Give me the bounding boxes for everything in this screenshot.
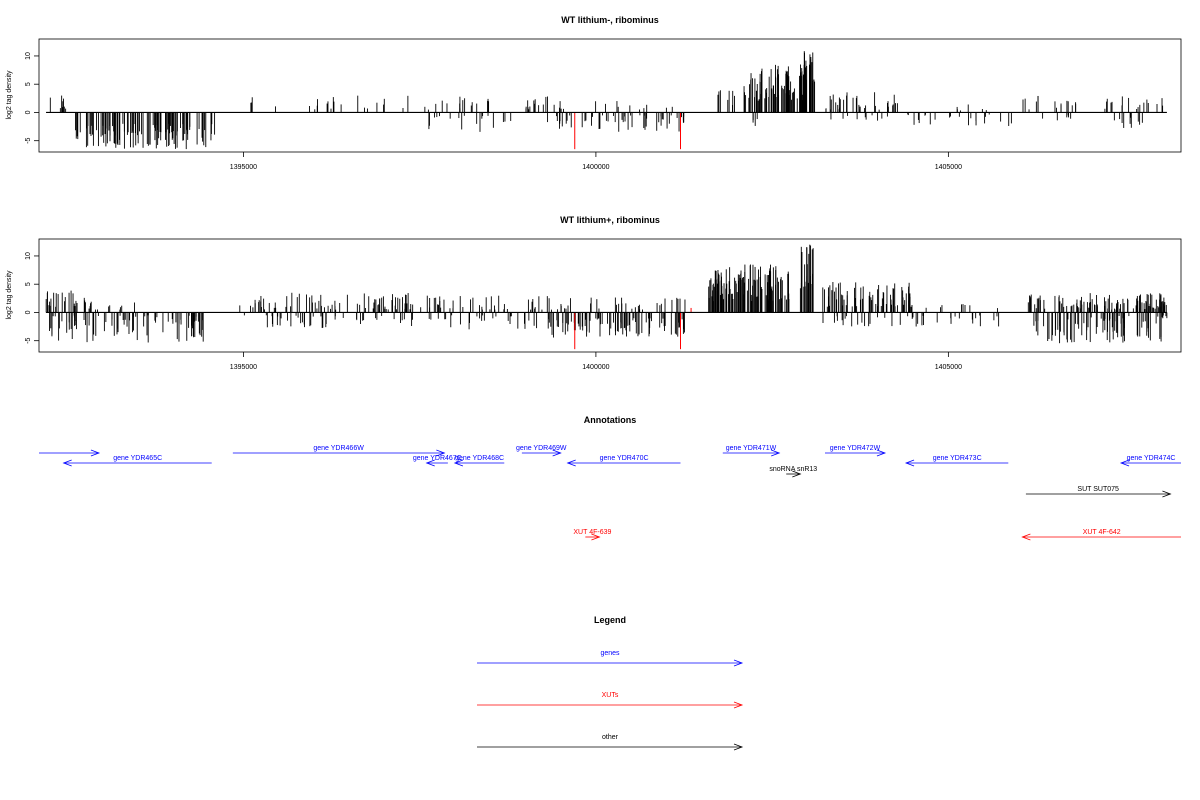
feature-label: gene YDR473C — [933, 455, 982, 462]
x-tick-label: 1400000 — [582, 164, 609, 171]
arrow-head — [771, 449, 781, 457]
legend: Legend genes XUTs other — [477, 615, 744, 751]
arrow-head — [1021, 533, 1031, 541]
feature-gene: gene YDR471W — [722, 445, 781, 457]
arrow-head — [552, 449, 562, 457]
arrow-head — [904, 459, 915, 467]
feature-label: gene YDR466W — [313, 445, 364, 452]
x-axis-ticks: 1395000 1400000 1405000 — [230, 352, 962, 371]
arrow-head — [591, 533, 601, 541]
feature-gene: gene YDR467C — [413, 455, 462, 467]
feature-gene: gene YDR472W — [825, 445, 887, 457]
y-axis-label: log2 tag density — [6, 70, 13, 120]
arrow-head — [733, 701, 744, 709]
arrow-head — [733, 659, 744, 667]
feature-gene — [39, 449, 101, 457]
arrow-head — [90, 449, 101, 457]
x-tick-label: 1405000 — [935, 164, 962, 171]
feature-gene: gene YDR474C — [1119, 455, 1181, 467]
arrow-head — [62, 459, 72, 467]
y-tick-label: 5 — [25, 82, 32, 86]
x-tick-label: 1405000 — [935, 364, 962, 371]
arrow-head — [1119, 459, 1130, 467]
feature-other: SUT SUT075 — [1025, 486, 1172, 498]
arrow-head — [792, 470, 802, 478]
y-tick-label: 0 — [25, 310, 32, 314]
feature-label: gene YDR465C — [113, 455, 162, 462]
annotations-track: Annotations gene YDR465C gene YDR466W gene… — [39, 415, 1181, 541]
x-tick-label: 1395000 — [230, 364, 257, 371]
feature-label: XUT 4F-642 — [1083, 529, 1121, 536]
feature-label: gene YDR468C — [455, 455, 504, 462]
y-tick-label: 5 — [25, 282, 32, 286]
feature-label: gene YDR469W — [516, 445, 567, 452]
annotations-title: Annotations — [584, 415, 637, 425]
arrow-head — [1162, 490, 1172, 498]
legend-label: genes — [600, 650, 620, 657]
feature-gene: gene YDR468C — [453, 455, 505, 467]
coverage-bars — [45, 244, 1168, 350]
feature-label: gene YDR472W — [830, 445, 881, 452]
feature-label: gene YDR467C — [413, 455, 462, 462]
feature-label: gene YDR470C — [600, 455, 649, 462]
feature-label: SUT SUT075 — [1077, 486, 1119, 493]
coverage-panel-lithium-plus: WT lithium+, ribominus log2 tag density … — [6, 215, 1182, 371]
plot-frame — [38, 38, 1182, 153]
feature-label: snoRNA snR13 — [769, 466, 817, 473]
y-tick-label: -5 — [25, 137, 32, 143]
feature-gene: gene YDR466W — [232, 445, 446, 457]
y-axis-ticks: -5 0 5 10 — [25, 52, 39, 144]
legend-title: Legend — [594, 615, 626, 625]
coverage-panel-lithium-minus: WT lithium-, ribominus log2 tag density … — [6, 15, 1182, 171]
panel-title: WT lithium+, ribominus — [560, 215, 660, 225]
legend-label: XUTs — [602, 692, 619, 699]
x-tick-label: 1400000 — [582, 364, 609, 371]
panel-title: WT lithium-, ribominus — [561, 15, 659, 25]
feature-gene: gene YDR473C — [904, 455, 1009, 467]
arrow-head — [453, 459, 464, 467]
arrow-head — [733, 743, 744, 751]
feature-xut: XUT 4F-642 — [1021, 529, 1181, 541]
arrow-head — [876, 449, 887, 457]
feature-label: XUT 4F-639 — [573, 529, 611, 536]
feature-other: snoRNA snR13 — [769, 466, 817, 478]
x-tick-label: 1395000 — [230, 164, 257, 171]
legend-item: XUTs — [477, 692, 744, 709]
y-tick-label: 10 — [25, 252, 32, 260]
y-axis-ticks: -5 0 5 10 — [25, 252, 39, 344]
feature-label: gene YDR471W — [726, 445, 777, 452]
feature-gene: gene YDR469W — [516, 445, 567, 457]
arrow-head — [425, 459, 435, 467]
legend-items: genes XUTs other — [477, 650, 744, 751]
feature-xut: XUT 4F-639 — [573, 529, 611, 541]
y-tick-label: -5 — [25, 337, 32, 343]
y-axis-label: log2 tag density — [6, 270, 13, 320]
y-tick-label: 0 — [25, 110, 32, 114]
legend-item: genes — [477, 650, 744, 667]
arrow-head — [436, 449, 446, 457]
legend-item: other — [477, 734, 744, 751]
legend-label: other — [602, 734, 619, 741]
y-tick-label: 10 — [25, 52, 32, 60]
plot-frame — [38, 238, 1182, 353]
x-axis-ticks: 1395000 1400000 1405000 — [230, 152, 962, 171]
coverage-bars — [49, 51, 1164, 150]
feature-gene: gene YDR470C — [566, 455, 681, 467]
arrow-head — [566, 459, 576, 467]
feature-gene: gene YDR465C — [62, 455, 212, 467]
feature-label: gene YDR474C — [1127, 455, 1176, 462]
